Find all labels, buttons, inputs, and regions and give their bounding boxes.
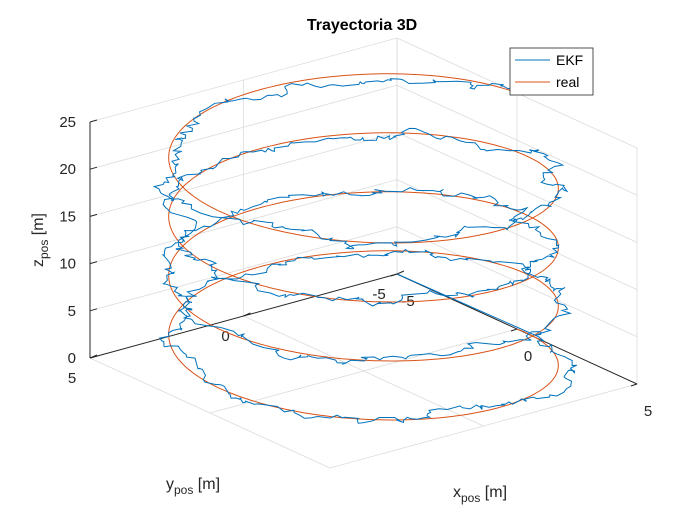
z-tick-label: 0 (68, 350, 76, 367)
y-tick-label: -5 (372, 286, 385, 303)
z-axis-label-base: z (30, 259, 47, 267)
legend-label-real: real (556, 74, 579, 90)
z-tick-label: 20 (59, 161, 76, 178)
x-axis-label: xpos [m] (453, 484, 507, 505)
legend: EKF real (509, 47, 594, 96)
y-axis-label-unit: [m] (193, 476, 220, 493)
x-tick-label: 0 (524, 348, 532, 365)
x-axis-label-sub: pos (461, 491, 480, 505)
x-tick-mark (510, 328, 518, 332)
x-axis-label-unit: [m] (480, 484, 507, 501)
z-tick-mark (89, 308, 98, 312)
grid-line-floor-y (89, 357, 331, 469)
x-tick-mark (630, 383, 638, 387)
y-tick-mark (243, 312, 251, 317)
z-tick-label: 5 (68, 303, 76, 320)
z-axis-label: zpos [m] (30, 213, 51, 267)
x-axis-label-base: x (453, 484, 461, 501)
y-axis-label-base: y (166, 476, 174, 493)
z-tick-mark (89, 166, 98, 170)
z-axis-label-sub: pos (37, 240, 51, 259)
z-tick-mark (89, 213, 98, 217)
z-tick-mark (89, 119, 98, 123)
legend-box (509, 47, 594, 96)
y-tick-label: 0 (221, 328, 229, 345)
y-tick-label: 5 (68, 370, 76, 387)
y-axis-label-sub: pos (174, 483, 193, 497)
y-tick-mark (396, 270, 405, 275)
x-tick-mark (390, 273, 398, 277)
z-tick-label: 10 (59, 256, 76, 273)
z-tick-label: 25 (59, 114, 76, 131)
y-axis-label: ypos [m] (166, 476, 220, 497)
z-axis-label-unit: [m] (30, 213, 47, 240)
y-tick-mark (89, 354, 98, 359)
series-line-ekf (152, 78, 578, 424)
series-layer (152, 73, 578, 424)
x-tick-label: 5 (644, 403, 652, 420)
series-line-real (168, 73, 559, 421)
chart-title: Trayectoria 3D (307, 17, 417, 34)
legend-label-ekf: EKF (556, 52, 583, 68)
z-tick-label: 15 (59, 208, 76, 225)
z-tick-mark (89, 261, 98, 265)
grid-line-floor-y (243, 315, 484, 427)
